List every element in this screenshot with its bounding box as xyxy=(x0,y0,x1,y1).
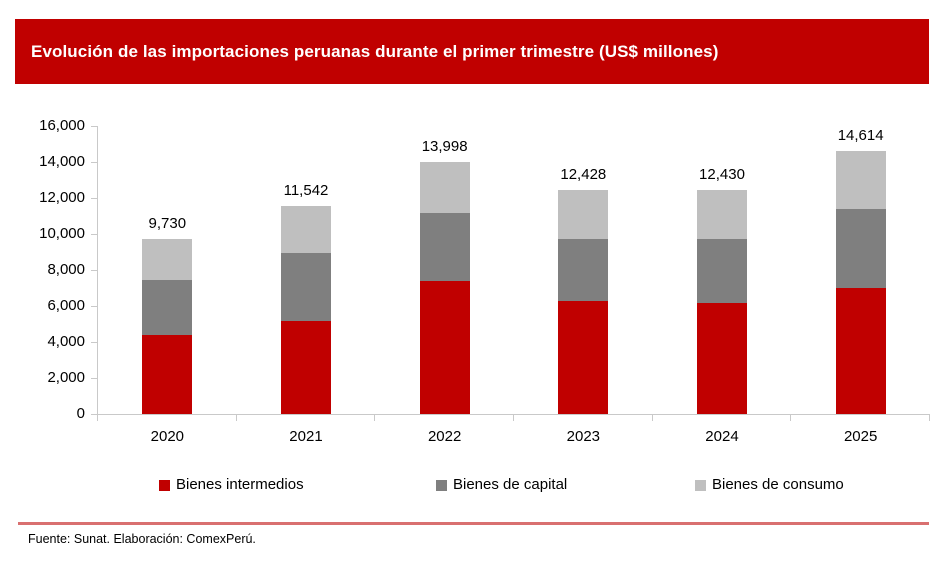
bar-segment-bienes-de-capital-2020 xyxy=(142,279,193,335)
y-axis-tick xyxy=(91,306,97,307)
bar-total-label: 9,730 xyxy=(148,214,187,232)
source-note: Fuente: Sunat. Elaboración: ComexPerú. xyxy=(28,532,256,546)
bar-segment-bienes-intermedios-2023 xyxy=(558,301,609,414)
bar-segment-bienes-intermedios-2022 xyxy=(419,280,470,414)
y-axis-tick-label: 8,000 xyxy=(47,261,85,278)
bar-segment-bienes-de-capital-2025 xyxy=(835,209,886,288)
y-axis-tick xyxy=(91,234,97,235)
x-axis-tick xyxy=(235,415,237,421)
y-axis-tick-label: 10,000 xyxy=(39,225,85,242)
x-axis-line xyxy=(97,414,930,415)
y-axis-tick-label: 0 xyxy=(76,405,85,422)
y-axis-tick xyxy=(91,414,97,415)
bar-total-label: 14,614 xyxy=(837,126,884,144)
title-banner: Evolución de las importaciones peruanas … xyxy=(15,19,929,84)
legend-label: Bienes de capital xyxy=(453,476,568,493)
x-axis-label: 2022 xyxy=(427,428,462,445)
x-axis-tick xyxy=(929,415,930,421)
bar-segment-bienes-de-capital-2023 xyxy=(558,239,609,302)
legend-label: Bienes intermedios xyxy=(176,476,304,493)
x-axis-label: 2020 xyxy=(150,428,185,445)
bar-total-label: 13,998 xyxy=(421,138,468,156)
y-axis-tick-label: 12,000 xyxy=(39,189,85,206)
y-axis-tick xyxy=(91,342,97,343)
y-axis-tick-label: 16,000 xyxy=(39,117,85,134)
footer-divider xyxy=(18,522,929,525)
x-axis-tick xyxy=(513,415,514,421)
bar-total-label: 11,542 xyxy=(283,182,329,200)
y-axis-line xyxy=(97,126,98,420)
y-axis-tick xyxy=(91,378,97,379)
bar-total-label: 12,430 xyxy=(699,166,745,184)
x-axis-tick xyxy=(374,415,376,421)
bar-segment-bienes-de-capital-2022 xyxy=(419,212,470,281)
bar-total-label: 12,428 xyxy=(560,166,607,184)
y-axis-tick xyxy=(91,126,97,127)
legend-item-bienes-de-consumo: Bienes de consumo xyxy=(695,477,844,493)
bar-segment-bienes-de-consumo-2024 xyxy=(697,190,747,240)
chart-title: Evolución de las importaciones peruanas … xyxy=(31,41,719,61)
y-axis-tick xyxy=(91,198,97,199)
bar-segment-bienes-intermedios-2024 xyxy=(697,303,747,414)
x-axis-label: 2023 xyxy=(566,428,601,445)
legend-label: Bienes de consumo xyxy=(712,476,844,493)
y-axis-tick-label: 2,000 xyxy=(47,369,85,386)
bar-segment-bienes-de-consumo-2025 xyxy=(835,150,886,210)
y-axis-tick xyxy=(91,270,97,271)
x-axis-tick xyxy=(651,415,653,421)
legend-swatch xyxy=(436,479,447,491)
bar-segment-bienes-de-consumo-2020 xyxy=(142,238,193,280)
bar-segment-bienes-de-consumo-2022 xyxy=(419,162,470,213)
x-axis-tick xyxy=(790,415,792,421)
bar-segment-bienes-intermedios-2020 xyxy=(142,334,193,414)
x-axis-label: 2025 xyxy=(843,428,878,445)
y-axis-tick-label: 14,000 xyxy=(39,153,85,170)
legend-item-bienes-intermedios: Bienes intermedios xyxy=(159,477,304,493)
bar-segment-bienes-de-consumo-2023 xyxy=(558,190,609,240)
bar-segment-bienes-de-capital-2021 xyxy=(281,252,331,321)
y-axis-tick xyxy=(91,162,97,163)
legend-swatch xyxy=(159,479,170,491)
x-axis-label: 2021 xyxy=(289,428,323,445)
x-axis-tick xyxy=(97,415,98,421)
legend-item-bienes-de-capital: Bienes de capital xyxy=(436,477,567,493)
x-axis-label: 2024 xyxy=(705,428,739,445)
y-axis-tick-label: 6,000 xyxy=(47,297,85,314)
bar-segment-bienes-de-capital-2024 xyxy=(697,239,747,304)
bar-segment-bienes-intermedios-2021 xyxy=(281,320,331,414)
legend-swatch xyxy=(695,479,706,491)
bar-segment-bienes-de-consumo-2021 xyxy=(281,206,331,253)
bar-segment-bienes-intermedios-2025 xyxy=(835,287,886,414)
y-axis-tick-label: 4,000 xyxy=(47,333,85,350)
